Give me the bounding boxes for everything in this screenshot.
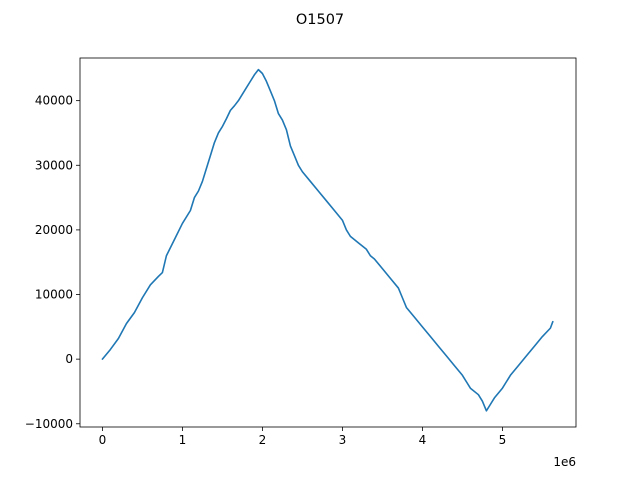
x-tick-label: 5 xyxy=(499,433,507,447)
y-tick-label: −10000 xyxy=(25,417,73,431)
plot-frame xyxy=(79,57,577,428)
x-tick-label: 1 xyxy=(179,433,187,447)
y-tick-label: 20000 xyxy=(35,223,73,237)
y-tick-label: 10000 xyxy=(35,288,73,302)
y-tick-label: 0 xyxy=(65,352,73,366)
chart-title: O1507 xyxy=(296,12,344,28)
axes: 0 1 2 3 4 5 −10000 0 10000 20000 30000 40000 xyxy=(25,57,577,447)
x-tick-label: 3 xyxy=(339,433,347,447)
series-line xyxy=(101,68,554,412)
plot-area xyxy=(101,68,554,412)
y-tick-label: 30000 xyxy=(35,158,73,172)
y-tick-label: 40000 xyxy=(35,94,73,108)
x-tick-label: 0 xyxy=(99,433,107,447)
x-tick-label: 4 xyxy=(419,433,427,447)
x-offset-label: 1e6 xyxy=(553,455,576,469)
x-tick-label: 2 xyxy=(259,433,267,447)
